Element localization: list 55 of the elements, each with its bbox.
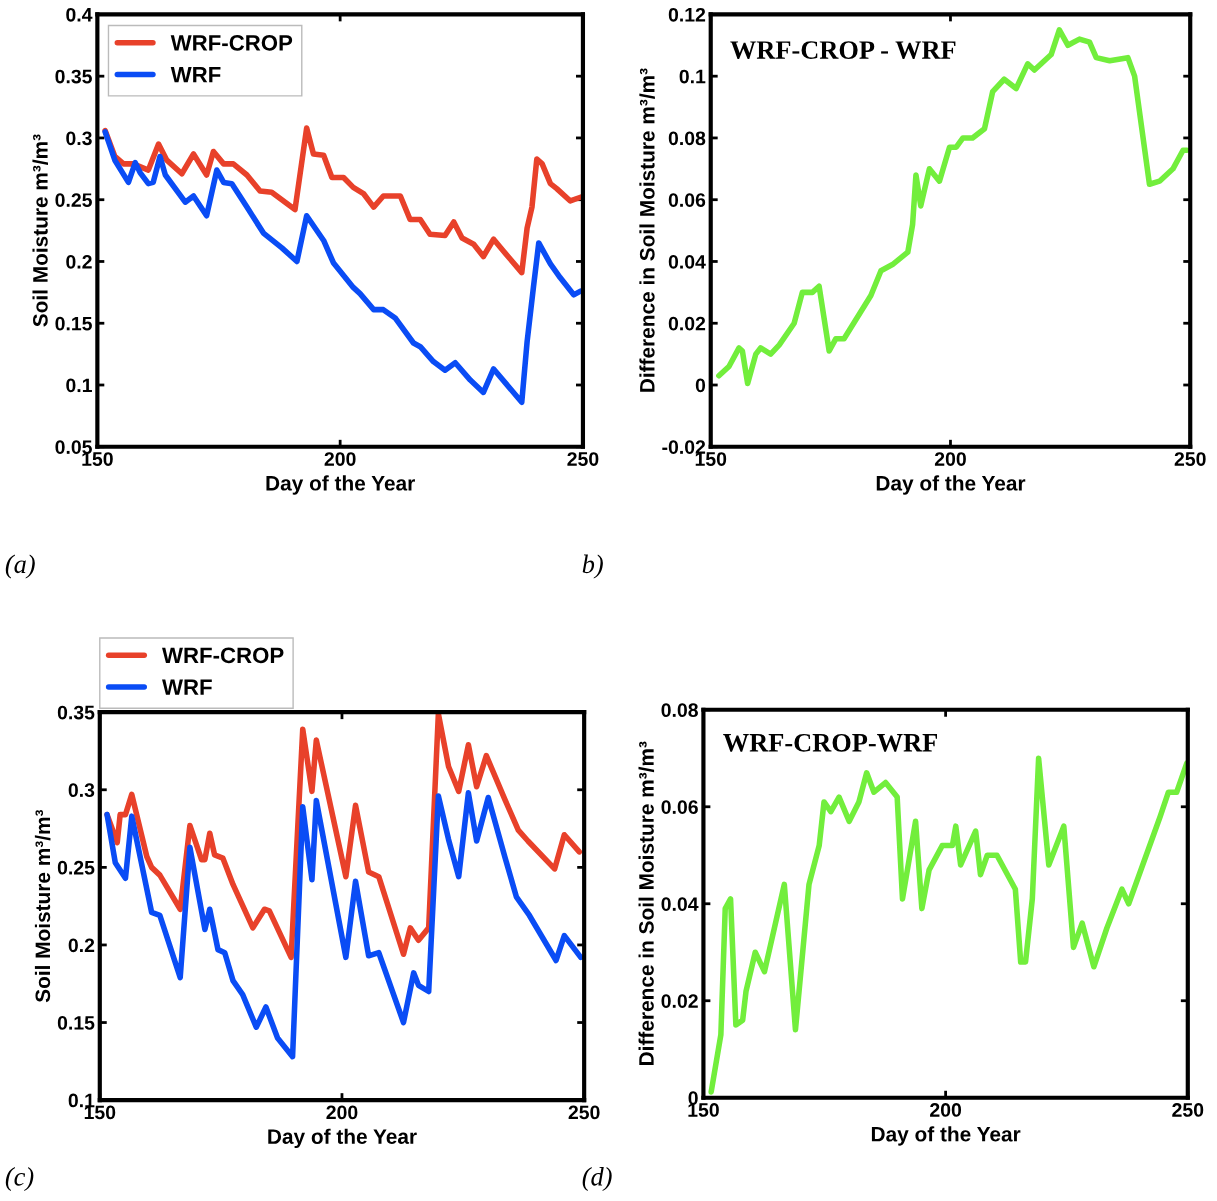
annotation: WRF-CROP-WRF: [723, 733, 937, 752]
x-tick-label: 200: [324, 452, 356, 466]
y-tick-label: 0.15: [57, 1016, 95, 1030]
y-tick-label: -0.02: [662, 440, 706, 455]
y-tick-label: 0.02: [668, 316, 706, 331]
y-tick-label: 0.06: [661, 800, 698, 815]
legend-label: WRF-CROP: [162, 647, 284, 664]
y-tick-label: 0.1: [66, 378, 92, 393]
y-tick-label: 0.25: [55, 193, 92, 207]
y-tick-label: 0.35: [55, 69, 92, 84]
y-tick-label: 0.4: [66, 7, 93, 22]
x-tick-label: 250: [567, 452, 599, 466]
x-tick-label: 150: [82, 452, 113, 466]
y-tick-label: 0.05: [55, 440, 92, 455]
y-tick-label: 0.3: [66, 131, 92, 146]
x-axis-title: Day of the Year: [876, 475, 1026, 495]
y-tick-label: 0.02: [661, 994, 698, 1008]
x-tick-label: 250: [1172, 1103, 1204, 1117]
x-tick-label: 250: [568, 1105, 600, 1120]
y-tick-label: 0.06: [668, 193, 706, 207]
x-tick-label: 200: [326, 1105, 358, 1120]
y-tick-label: 0.2: [66, 254, 92, 269]
y-tick-label: 0.04: [661, 897, 699, 911]
x-axis-title: Day of the Year: [266, 475, 415, 495]
y-axis-title: Difference in Soil Moisture m³/m³: [639, 68, 655, 392]
y-tick-label: 0: [695, 378, 706, 393]
y-tick-label: 0.08: [668, 131, 706, 146]
y-tick-label: 0: [688, 1091, 698, 1105]
text: (d): [582, 1167, 612, 1192]
y-tick-label: 0.1: [679, 69, 706, 84]
y-tick-label: 0.08: [661, 703, 698, 718]
x-tick-label: 150: [695, 452, 727, 466]
y-tick-label: 0.3: [68, 783, 95, 798]
x-axis-title: Day of the Year: [268, 1128, 417, 1149]
x-tick-label: 200: [930, 1103, 962, 1117]
y-tick-label: 0.35: [57, 705, 95, 720]
text: b): [582, 554, 603, 579]
y-axis-title: Soil Moisture m³/m³: [32, 134, 48, 327]
annotation: WRF-CROP - WRF: [730, 41, 956, 60]
y-axis-title: Soil Moisture m³/m³: [34, 809, 51, 1003]
y-tick-label: 0.2: [68, 938, 95, 953]
legend-label: WRF: [170, 67, 221, 83]
y-axis-title: Difference in Soil Moisture m³/m³: [638, 741, 655, 1065]
y-tick-label: 0.25: [57, 860, 95, 875]
text: (c): [5, 1167, 34, 1192]
x-tick-label: 200: [934, 452, 966, 466]
y-tick-label: 0.12: [668, 7, 706, 22]
y-tick-label: 0.04: [668, 254, 706, 269]
x-tick-label: 250: [1174, 452, 1206, 466]
legend-label: WRF: [162, 679, 212, 695]
x-axis-title: Day of the Year: [871, 1126, 1021, 1146]
legend-label: WRF-CROP: [170, 35, 293, 51]
y-tick-label: 0.15: [55, 316, 92, 331]
text: (a): [5, 554, 35, 579]
x-tick-label: 150: [688, 1103, 719, 1117]
